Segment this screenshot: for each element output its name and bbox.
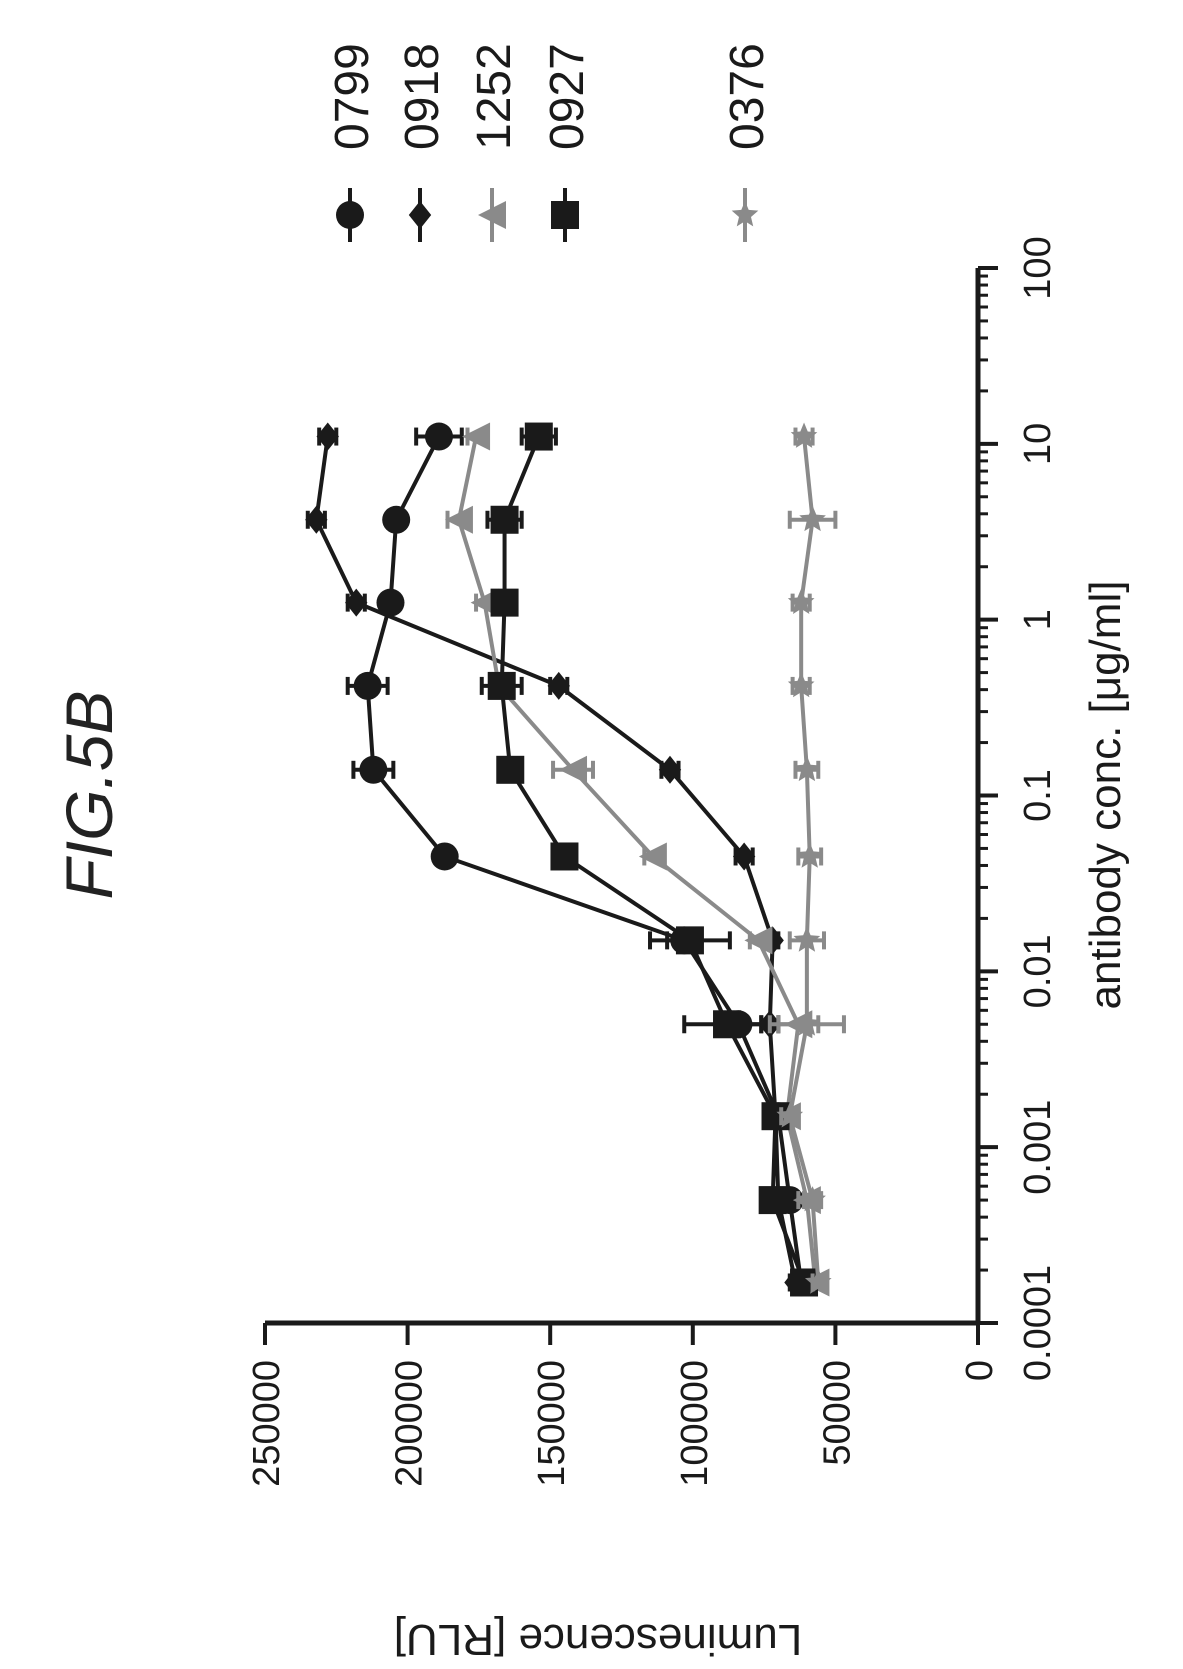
- data-point-0376: [796, 842, 824, 868]
- legend: 0799 0918 1252 0927 0376: [326, 43, 774, 242]
- series-layer: [305, 422, 846, 1297]
- x-tick-label: 0.01: [1017, 934, 1059, 1008]
- data-point-0927: [713, 1010, 742, 1039]
- legend-label: 1252: [468, 43, 521, 150]
- legend-marker: [478, 201, 506, 229]
- legend-marker: [731, 201, 759, 227]
- y-tick-label: 100000: [674, 1360, 716, 1487]
- legend-label: 0918: [396, 43, 449, 150]
- legend-marker: [336, 201, 364, 229]
- data-point-0918: [547, 671, 570, 700]
- data-point-0376: [787, 671, 815, 698]
- y-axis-label: Luminescence [RLU]: [394, 1615, 802, 1664]
- x-axis-label: antibody conc. [μg/ml]: [1081, 581, 1130, 1010]
- data-point-0927: [487, 671, 516, 700]
- data-point-0799: [430, 842, 459, 871]
- legend-label: 0376: [721, 43, 774, 150]
- data-point-0799: [376, 588, 405, 617]
- data-point-0376: [793, 1010, 821, 1036]
- legend-item-0376: 0376: [721, 43, 774, 242]
- data-point-1252: [744, 926, 773, 955]
- legend-item-1252: 1252: [468, 43, 521, 242]
- figure-label: FIG.5B: [52, 690, 126, 899]
- data-point-0376: [793, 926, 821, 952]
- data-point-0799: [353, 671, 382, 700]
- data-point-0927: [490, 588, 519, 617]
- legend-item-0927: 0927: [541, 43, 594, 242]
- data-point-1252: [559, 755, 588, 784]
- data-point-0927: [675, 926, 704, 955]
- legend-marker: [551, 201, 579, 229]
- data-point-0918: [658, 755, 682, 784]
- data-point-0918: [305, 505, 328, 534]
- legend-label: 0799: [326, 43, 379, 150]
- y-tick-label: 150000: [531, 1360, 573, 1487]
- legend-item-0799: 0799: [326, 43, 379, 242]
- x-tick-label: 0.001: [1017, 1100, 1059, 1195]
- data-point-0927: [550, 842, 579, 871]
- series-line-1252: [456, 436, 818, 1283]
- data-point-0918: [345, 588, 368, 617]
- data-point-0376: [776, 1102, 804, 1128]
- data-point-0927: [758, 1186, 787, 1215]
- data-point-1252: [638, 842, 667, 871]
- data-point-0927: [496, 755, 525, 784]
- data-point-0376: [790, 422, 818, 448]
- data-point-0376: [804, 1268, 832, 1294]
- data-point-0927: [524, 422, 553, 451]
- data-point-0927: [490, 505, 519, 534]
- data-point-0799: [359, 755, 388, 784]
- data-point-0799: [382, 505, 411, 534]
- data-point-0376: [793, 755, 821, 782]
- y-tick-label: 50000: [816, 1360, 858, 1466]
- legend-marker: [408, 201, 432, 229]
- x-axis-ticks: 0.0001 0.001 0.01 0.1 1 10 100: [978, 236, 1059, 1381]
- series-0376: [767, 422, 846, 1294]
- legend-item-0918: 0918: [396, 43, 449, 242]
- x-tick-label: 1: [1017, 609, 1059, 630]
- x-tick-label: 0.0001: [1017, 1265, 1059, 1381]
- data-point-0376: [799, 505, 826, 532]
- x-tick-label: 100: [1017, 236, 1059, 299]
- series-0927: [479, 422, 819, 1297]
- y-axis-ticks: 0 50000 100000 150000 200000 250000: [246, 1323, 1001, 1487]
- legend-label: 0927: [541, 43, 594, 150]
- data-point-0376: [799, 1186, 826, 1212]
- x-tick-label: 10: [1017, 423, 1059, 465]
- data-point-0799: [424, 422, 453, 451]
- data-point-0918: [732, 842, 756, 871]
- data-point-1252: [444, 505, 473, 534]
- y-tick-label: 0: [959, 1360, 1001, 1381]
- y-tick-label: 250000: [246, 1360, 288, 1487]
- data-point-0918: [316, 422, 339, 451]
- data-point-1252: [462, 422, 491, 451]
- x-tick-label: 0.1: [1017, 769, 1059, 822]
- data-point-0376: [787, 588, 815, 614]
- y-tick-label: 200000: [389, 1360, 431, 1487]
